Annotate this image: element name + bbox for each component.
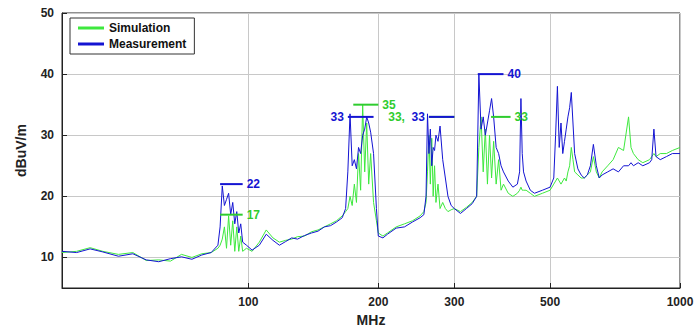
svg-text:33: 33 bbox=[515, 110, 529, 124]
svg-text:10: 10 bbox=[41, 250, 55, 264]
svg-text:20: 20 bbox=[41, 189, 55, 203]
svg-text:50: 50 bbox=[41, 6, 55, 20]
svg-text:1000: 1000 bbox=[667, 295, 694, 309]
svg-text:Simulation: Simulation bbox=[109, 21, 170, 35]
svg-text:500: 500 bbox=[540, 295, 560, 309]
svg-text:40: 40 bbox=[507, 67, 521, 81]
svg-text:22: 22 bbox=[247, 177, 261, 191]
svg-text:35: 35 bbox=[382, 97, 396, 112]
svg-text:dBuV/m: dBuV/m bbox=[13, 124, 29, 177]
svg-text:40: 40 bbox=[41, 67, 55, 81]
svg-text:Measurement: Measurement bbox=[109, 37, 186, 51]
svg-text:100: 100 bbox=[238, 295, 258, 309]
svg-text:300: 300 bbox=[444, 295, 464, 309]
svg-text:17: 17 bbox=[247, 208, 261, 222]
svg-text:33: 33 bbox=[330, 110, 344, 124]
svg-text:200: 200 bbox=[368, 295, 388, 309]
svg-text:MHz: MHz bbox=[357, 312, 386, 328]
svg-text:33: 33 bbox=[412, 110, 426, 124]
svg-text:30: 30 bbox=[41, 128, 55, 142]
svg-text:33,: 33, bbox=[388, 110, 405, 124]
